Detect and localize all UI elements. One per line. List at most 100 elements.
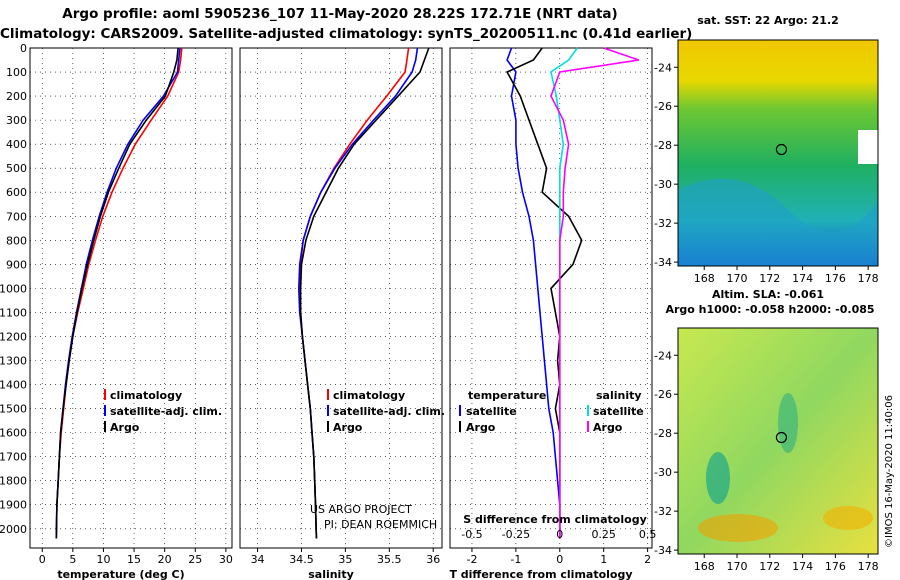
sla-map-subtitle: Argo h1000: -0.058 h2000: -0.085: [665, 303, 874, 316]
sla-map-title: Altim. SLA: -0.061: [712, 288, 824, 301]
x-tick-label: 0: [556, 553, 563, 566]
series-line: [550, 47, 640, 539]
map-cool-patch: [678, 178, 878, 266]
title-line2: Climatology: CARS2009. Satellite-adjuste…: [0, 26, 693, 42]
map-y-tick-label: -32: [654, 217, 672, 230]
map-x-tick-label: 174: [792, 272, 813, 285]
map-x-tick-label: 168: [694, 560, 715, 573]
x-axis-label: temperature (deg C): [57, 568, 184, 580]
legend-label: climatology: [333, 389, 405, 402]
y-tick-label: 800: [6, 234, 27, 247]
legend-label: Argo: [110, 421, 140, 434]
series-line: [55, 47, 179, 539]
legend-label: climatology: [110, 389, 182, 402]
y-tick-label: 500: [6, 162, 27, 175]
map-low-blob: [706, 452, 730, 504]
map-y-tick-label: -28: [654, 139, 672, 152]
map-y-tick-label: -34: [654, 544, 672, 557]
y-tick-label: 300: [6, 114, 27, 127]
plot-frame: [239, 47, 443, 549]
x-tick-label: 10: [96, 553, 110, 566]
argo-location-marker: [775, 431, 788, 444]
annotation-pi: PI: DEAN ROEMMICH: [324, 518, 437, 531]
y-tick-label: 1200: [0, 330, 27, 343]
y-tick-label: 900: [6, 258, 27, 271]
x-tick-label: 0: [39, 553, 46, 566]
sst-map-title: sat. SST: 22 Argo: 21.2: [697, 14, 839, 27]
x-axis-label: salinity: [308, 568, 354, 580]
map-x-tick-label: 178: [858, 560, 879, 573]
map-x-tick-label: 178: [858, 272, 879, 285]
y-tick-label: 1600: [0, 427, 27, 440]
x-tick-label: 25: [188, 553, 202, 566]
series-line: [298, 47, 410, 539]
series-line: [299, 47, 430, 539]
legend-label: satellite-adj. clim.: [333, 405, 445, 418]
series-line: [297, 47, 419, 539]
y-tick-label: 0: [20, 42, 27, 55]
y-tick-label: 400: [6, 138, 27, 151]
x-tick-label: 35: [338, 553, 352, 566]
x-tick-label: 36: [426, 553, 440, 566]
x-tick-label: 2: [644, 553, 651, 566]
map-x-tick-label: 172: [759, 560, 780, 573]
panel-difference: -2 -1 0 1 2 T difference from climatology temp…: [449, 47, 657, 580]
series-line: [506, 47, 561, 539]
map-y-tick-label: -34: [654, 256, 672, 269]
y-tick-label: 1300: [0, 355, 27, 368]
y-tick-label: 1100: [0, 306, 27, 319]
legend-label: satellite-adj. clim.: [110, 405, 222, 418]
series-line: [55, 47, 183, 539]
map-low-blob: [778, 393, 798, 453]
x-tick-label: 34: [251, 553, 265, 566]
map-frame: [677, 327, 879, 555]
x-tick-label: -1: [510, 553, 521, 566]
secondary-tick-label: 0.25: [591, 528, 616, 541]
map-y-tick-label: -30: [654, 466, 672, 479]
map-y-tick-label: -30: [654, 178, 672, 191]
y-tick-label: 2000: [0, 523, 27, 536]
legend-label: Argo: [593, 421, 623, 434]
x-axis-label: T difference from climatology: [449, 568, 632, 580]
legend-label: satellite: [593, 405, 644, 418]
y-tick-label: 1000: [0, 282, 27, 295]
map-sst_map: 168 170 172 174 176 178 -24 -26 -28 -30 -32 -34: [654, 39, 879, 285]
x-tick-label: 20: [158, 553, 172, 566]
map-y-tick-label: -32: [654, 505, 672, 518]
plot-frame: [449, 47, 653, 549]
annotation-project: US ARGO PROJECT: [310, 503, 412, 516]
map-high-blob: [823, 506, 873, 530]
title-line1: Argo profile: aoml 5905236_107 11-May-20…: [62, 6, 618, 22]
map-sla_map: 168 170 172 174 176 178 -24 -26 -28 -30 -32 -34: [654, 327, 879, 573]
secondary-tick-label: -0.25: [502, 528, 530, 541]
y-tick-label: 1400: [0, 379, 27, 392]
map-missing-data: [858, 130, 878, 164]
footer-stamp: ©IMOS 16-May-2020 11:40:06: [884, 395, 895, 548]
legend-header-temperature: temperature: [468, 389, 546, 402]
legend-label: Argo: [466, 421, 496, 434]
secondary-tick-label: 0.5: [639, 528, 657, 541]
map-x-tick-label: 174: [792, 560, 813, 573]
map-frame: [677, 39, 879, 267]
map-x-tick-label: 170: [727, 272, 748, 285]
map-x-tick-label: 168: [694, 272, 715, 285]
y-tick-label: 700: [6, 210, 27, 223]
series-line: [55, 47, 181, 539]
argo-location-marker: [775, 143, 788, 156]
map-x-tick-label: 172: [759, 272, 780, 285]
secondary-tick-label: -0.5: [461, 528, 482, 541]
x-tick-label: 34.5: [289, 553, 314, 566]
secondary-axis-label: S difference from climatology: [463, 513, 647, 526]
map-x-tick-label: 176: [825, 560, 846, 573]
map-high-blob: [698, 514, 778, 542]
y-tick-label: 1700: [0, 451, 27, 464]
map-y-tick-label: -24: [654, 349, 672, 362]
x-tick-label: 5: [69, 553, 76, 566]
y-tick-label: 1500: [0, 403, 27, 416]
x-tick-label: -2: [466, 553, 477, 566]
map-y-tick-label: -24: [654, 61, 672, 74]
x-tick-label: 1: [600, 553, 607, 566]
series-line: [505, 47, 583, 539]
x-tick-label: 35.5: [377, 553, 402, 566]
